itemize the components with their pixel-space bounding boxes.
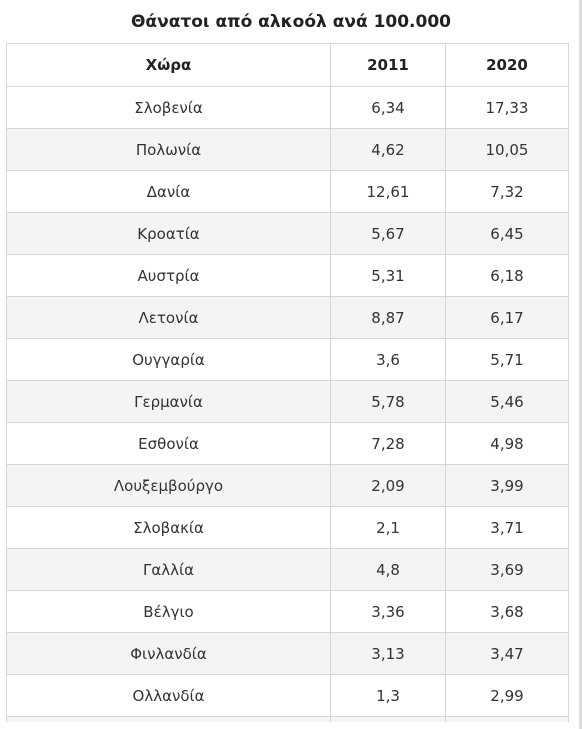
cell-2011: 5,67 — [331, 213, 446, 254]
cell-2020: 6,18 — [446, 255, 569, 296]
cell-2020: 17,33 — [446, 87, 569, 128]
cell-2020: 10,05 — [446, 129, 569, 170]
table-title: Θάνατοι από αλκοόλ ανά 100.000 — [130, 12, 452, 32]
cell-2020: 5,71 — [446, 339, 569, 380]
cell-country: Φινλανδία — [7, 633, 331, 674]
table-row: Γαλλία 4,8 3,69 — [7, 549, 569, 591]
cell-2020: 3,47 — [446, 633, 569, 674]
table-row: Γερμανία 5,78 5,46 — [7, 381, 569, 423]
table-row: Λουξεμβούργο 2,09 3,99 — [7, 465, 569, 507]
cell-2020: 3,71 — [446, 507, 569, 548]
table-body: Σλοβενία 6,34 17,33 Πολωνία 4,62 10,05 Δανία 12… — [7, 87, 569, 717]
column-header-country: Χώρα — [7, 44, 331, 86]
cell-country: Αυστρία — [7, 255, 331, 296]
cell-country: Ολλανδία — [7, 675, 331, 716]
cell-2011: 6,34 — [331, 87, 446, 128]
cell-2011: 4,62 — [331, 129, 446, 170]
cell-country: Δανία — [7, 171, 331, 212]
cell-2011: 2,09 — [331, 465, 446, 506]
cell-2011: 1,3 — [331, 675, 446, 716]
table-row: Σλοβακία 2,1 3,71 — [7, 507, 569, 549]
cell-2011: 5,31 — [331, 255, 446, 296]
cell-2011: 8,87 — [331, 297, 446, 338]
table-row: Πολωνία 4,62 10,05 — [7, 129, 569, 171]
table-row: Δανία 12,61 7,32 — [7, 171, 569, 213]
cell-2011: 3,6 — [331, 339, 446, 380]
column-header-2011: 2011 — [331, 44, 446, 86]
cell-country: Γερμανία — [7, 381, 331, 422]
table-row: Κροατία 5,67 6,45 — [7, 213, 569, 255]
cell-country: Ουγγαρία — [7, 339, 331, 380]
cell-country: Σλοβενία — [7, 87, 331, 128]
cell-country: Κροατία — [7, 213, 331, 254]
cell-2020: 3,69 — [446, 549, 569, 590]
table-row-partial — [7, 717, 569, 722]
cell-country: Βέλγιο — [7, 591, 331, 632]
cell-2020: 6,17 — [446, 297, 569, 338]
cell-2020: 3,68 — [446, 591, 569, 632]
cell-country: Γαλλία — [7, 549, 331, 590]
cell-2020: 7,32 — [446, 171, 569, 212]
table-row: Βέλγιο 3,36 3,68 — [7, 591, 569, 633]
table-row: Φινλανδία 3,13 3,47 — [7, 633, 569, 675]
cell-2011: 5,78 — [331, 381, 446, 422]
table-row: Ουγγαρία 3,6 5,71 — [7, 339, 569, 381]
cell-country: Πολωνία — [7, 129, 331, 170]
page-edge — [579, 0, 582, 729]
cell-country: Λετονία — [7, 297, 331, 338]
cell-country: Εσθονία — [7, 423, 331, 464]
table-row: Λετονία 8,87 6,17 — [7, 297, 569, 339]
cell-2011: 12,61 — [331, 171, 446, 212]
cell-2020: 2,99 — [446, 675, 569, 716]
cell-2020: 6,45 — [446, 213, 569, 254]
cell-2020: 4,98 — [446, 423, 569, 464]
cell-2011: 2,1 — [331, 507, 446, 548]
table-row: Εσθονία 7,28 4,98 — [7, 423, 569, 465]
cell-2011: 4,8 — [331, 549, 446, 590]
cell-country: Λουξεμβούργο — [7, 465, 331, 506]
data-table: Χώρα 2011 2020 Σλοβενία 6,34 17,33 Πολωνία 4… — [6, 43, 569, 722]
table-row: Σλοβενία 6,34 17,33 — [7, 87, 569, 129]
table-row: Ολλανδία 1,3 2,99 — [7, 675, 569, 717]
cell-country: Σλοβακία — [7, 507, 331, 548]
cell-2020: 5,46 — [446, 381, 569, 422]
cell-2011: 7,28 — [331, 423, 446, 464]
cell-2011: 3,36 — [331, 591, 446, 632]
column-header-2020: 2020 — [446, 44, 569, 86]
cell-2011: 3,13 — [331, 633, 446, 674]
table-row: Αυστρία 5,31 6,18 — [7, 255, 569, 297]
table-header-row: Χώρα 2011 2020 — [7, 44, 569, 87]
cell-2020: 3,99 — [446, 465, 569, 506]
